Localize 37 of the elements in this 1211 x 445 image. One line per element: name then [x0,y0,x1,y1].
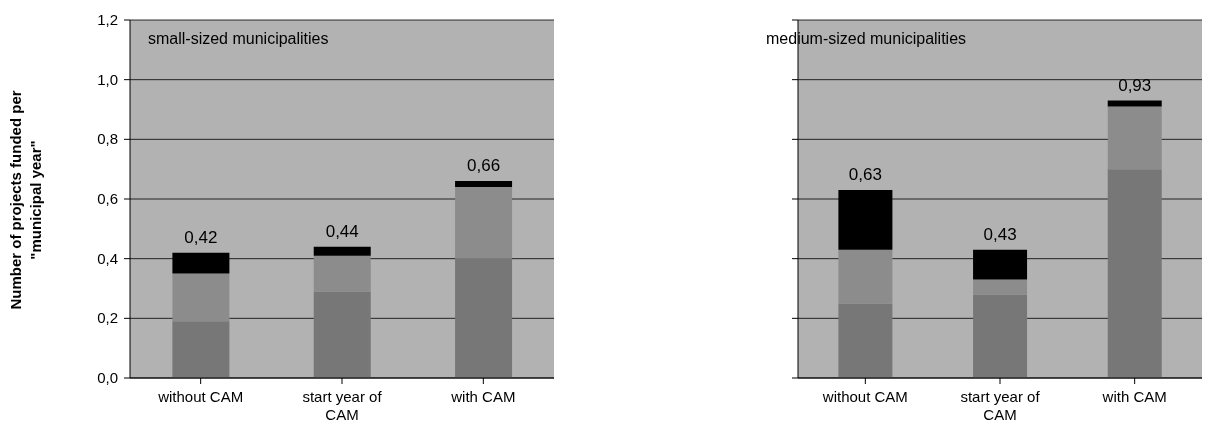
total-label: 0,93 [1118,75,1152,95]
y-tick-label: 0,6 [97,190,118,207]
bar [1107,100,1162,107]
bar [455,258,513,378]
bar [838,303,893,378]
bar [455,187,513,259]
x-tick-label: without CAM [821,388,908,405]
y-tick-label: 0,0 [97,369,118,386]
text: medium-sized municipalities [766,30,967,48]
bar [313,246,371,256]
bar [973,294,1028,378]
bar [172,321,230,378]
total-label: 0,42 [184,227,218,247]
total-label: 0,63 [848,165,882,185]
x-tick-label: with CAM [450,388,516,405]
bar [313,255,371,292]
bar [1107,169,1162,378]
bar [838,249,893,304]
y-axis-title: Number of projects funded per "municipal year" [6,89,45,312]
x-tick-label: with CAM [1101,388,1167,405]
y-tick-label: 0,2 [97,309,118,327]
bar [172,273,230,322]
total-label: 0,66 [467,156,501,176]
x-tick-label: start year of CAM [960,388,1041,423]
y-tick-label: 1,2 [97,11,118,28]
y-tick-label: 0,4 [97,249,118,267]
bar [973,279,1028,295]
x-tick-label: without CAM [157,388,244,405]
y-tick-label: 1,0 [97,70,118,88]
x-tick-label: start year of CAM [302,388,383,423]
bar [313,291,371,378]
bar [455,181,513,188]
total-label: 0,44 [325,221,359,241]
bar [1107,106,1162,170]
text: small-sized municipalities [148,30,329,48]
total-label: 0,43 [983,224,1017,244]
y-tick-label: 0,8 [97,130,118,148]
